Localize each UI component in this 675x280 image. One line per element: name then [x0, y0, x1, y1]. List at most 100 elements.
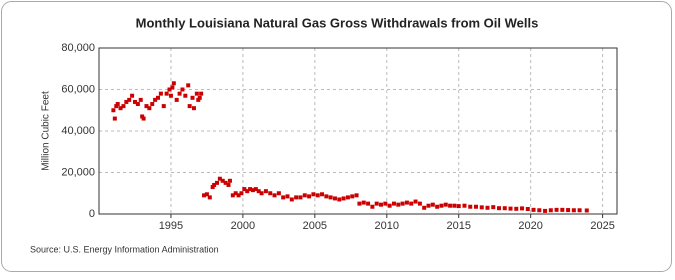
point	[190, 95, 195, 100]
point	[298, 195, 303, 200]
point	[180, 87, 185, 92]
point	[132, 99, 137, 104]
point	[430, 202, 435, 207]
point	[320, 192, 325, 197]
point	[396, 202, 401, 207]
point	[226, 182, 231, 187]
point	[400, 201, 405, 206]
point	[391, 201, 396, 206]
point	[114, 104, 119, 109]
point	[236, 193, 241, 198]
point	[337, 197, 342, 202]
point	[250, 188, 255, 193]
point	[404, 200, 409, 205]
point	[115, 102, 120, 107]
point	[153, 97, 158, 102]
point	[170, 85, 175, 90]
point	[202, 193, 207, 198]
point	[245, 189, 250, 194]
point	[140, 114, 145, 119]
point	[479, 205, 484, 210]
point	[227, 178, 232, 183]
plot-frame	[98, 47, 618, 215]
point	[497, 206, 502, 211]
point	[543, 208, 548, 213]
point	[204, 192, 209, 197]
point	[448, 203, 453, 208]
point	[426, 203, 431, 208]
point	[462, 203, 467, 208]
y-axis-label: Million Cubic Feet	[41, 91, 52, 171]
point	[253, 187, 258, 192]
point	[276, 191, 281, 196]
point	[118, 106, 123, 111]
x-tick-label: 2020	[518, 220, 542, 232]
point	[366, 201, 371, 206]
point	[161, 104, 166, 109]
point	[256, 189, 261, 194]
point	[268, 191, 273, 196]
point	[537, 208, 542, 213]
point	[525, 207, 530, 212]
point	[345, 195, 350, 200]
point	[248, 187, 253, 192]
point	[191, 106, 196, 111]
point	[214, 180, 219, 185]
point	[197, 95, 202, 100]
point	[223, 180, 228, 185]
x-tick-label: 2000	[231, 220, 255, 232]
point	[354, 193, 359, 198]
x-tick-label: 1995	[159, 220, 183, 232]
point	[259, 191, 264, 196]
y-tick-label: 60,000	[61, 83, 95, 95]
point	[554, 207, 559, 212]
point	[307, 194, 312, 199]
point	[520, 206, 525, 211]
point	[332, 196, 337, 201]
point	[508, 206, 513, 211]
point	[171, 81, 176, 86]
point	[111, 108, 116, 113]
point	[456, 204, 461, 209]
point	[220, 178, 225, 183]
point	[560, 207, 565, 212]
point	[239, 191, 244, 196]
point	[158, 91, 163, 96]
point	[413, 199, 418, 204]
point	[127, 97, 132, 102]
point	[491, 205, 496, 210]
chart-title: Monthly Louisiana Natural Gas Gross With…	[136, 15, 539, 30]
point	[285, 194, 290, 199]
point	[548, 208, 553, 213]
x-tick-label: 2005	[303, 220, 327, 232]
point	[409, 201, 414, 206]
point	[302, 193, 307, 198]
point	[452, 203, 457, 208]
point	[577, 208, 582, 213]
y-tick-label: 80,000	[61, 42, 95, 54]
point	[328, 195, 333, 200]
point	[168, 93, 173, 98]
point	[112, 116, 117, 121]
point	[150, 102, 155, 107]
point	[289, 197, 294, 202]
point	[155, 95, 160, 100]
point	[294, 195, 299, 200]
point	[144, 104, 149, 109]
x-tick-label: 2015	[446, 220, 470, 232]
point	[566, 208, 571, 213]
point	[584, 208, 589, 213]
point	[374, 201, 379, 206]
y-tick-label: 40,000	[61, 125, 95, 137]
point	[571, 208, 576, 213]
point	[233, 191, 238, 196]
point	[311, 192, 316, 197]
point	[183, 93, 188, 98]
point	[194, 91, 199, 96]
point	[485, 205, 490, 210]
point	[379, 202, 384, 207]
y-tick-label: 0	[89, 208, 95, 220]
point	[443, 202, 448, 207]
point	[315, 193, 320, 198]
